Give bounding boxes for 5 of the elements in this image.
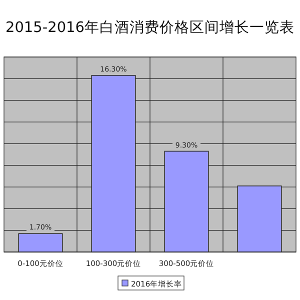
chart-title: 2015-2016年白酒消费价格区间增长一览表: [5, 19, 295, 36]
bar: [237, 186, 282, 252]
bar: [164, 150, 209, 252]
bar: [18, 233, 63, 252]
bar: [91, 75, 136, 252]
